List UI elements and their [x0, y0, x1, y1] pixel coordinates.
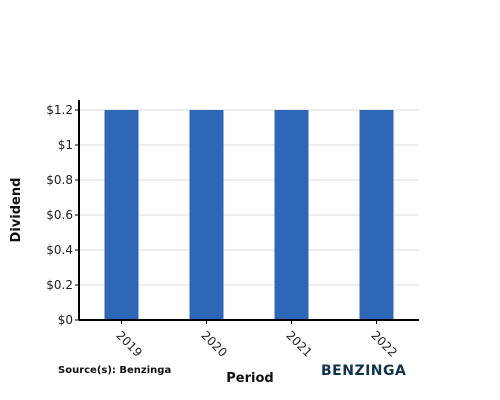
bar-2020 — [189, 110, 224, 320]
y-tick-label: $1.2 — [46, 103, 73, 117]
bars — [104, 110, 394, 320]
y-tick-label: $0.4 — [46, 243, 73, 257]
x-tick-label-2019: 2019 — [113, 328, 144, 359]
bar-2021 — [274, 110, 309, 320]
x-tick-label-2020: 2020 — [198, 328, 229, 359]
y-tick-label: $1 — [58, 138, 73, 152]
y-axis-title: Dividend — [9, 178, 24, 243]
source-note: Source(s): Benzinga — [58, 365, 171, 376]
benzinga-logo: BENZINGA — [321, 363, 406, 379]
y-tick-label: $0.6 — [46, 208, 73, 222]
axes — [78, 100, 419, 321]
x-tick-labels: 2019 2020 2021 2022 — [113, 320, 400, 360]
y-tick-label: $0 — [58, 313, 73, 327]
bar-2019 — [104, 110, 139, 320]
x-axis-title: Period — [226, 371, 273, 386]
y-tick-label: $0.2 — [46, 278, 73, 292]
x-tick-label-2022: 2022 — [368, 328, 399, 359]
bar-2022 — [359, 110, 394, 320]
y-tick-label: $0.8 — [46, 173, 73, 187]
x-tick-label-2021: 2021 — [283, 328, 314, 359]
y-tick-labels: $0 $0.2 $0.4 $0.6 $0.8 $1 $1.2 — [46, 103, 79, 327]
